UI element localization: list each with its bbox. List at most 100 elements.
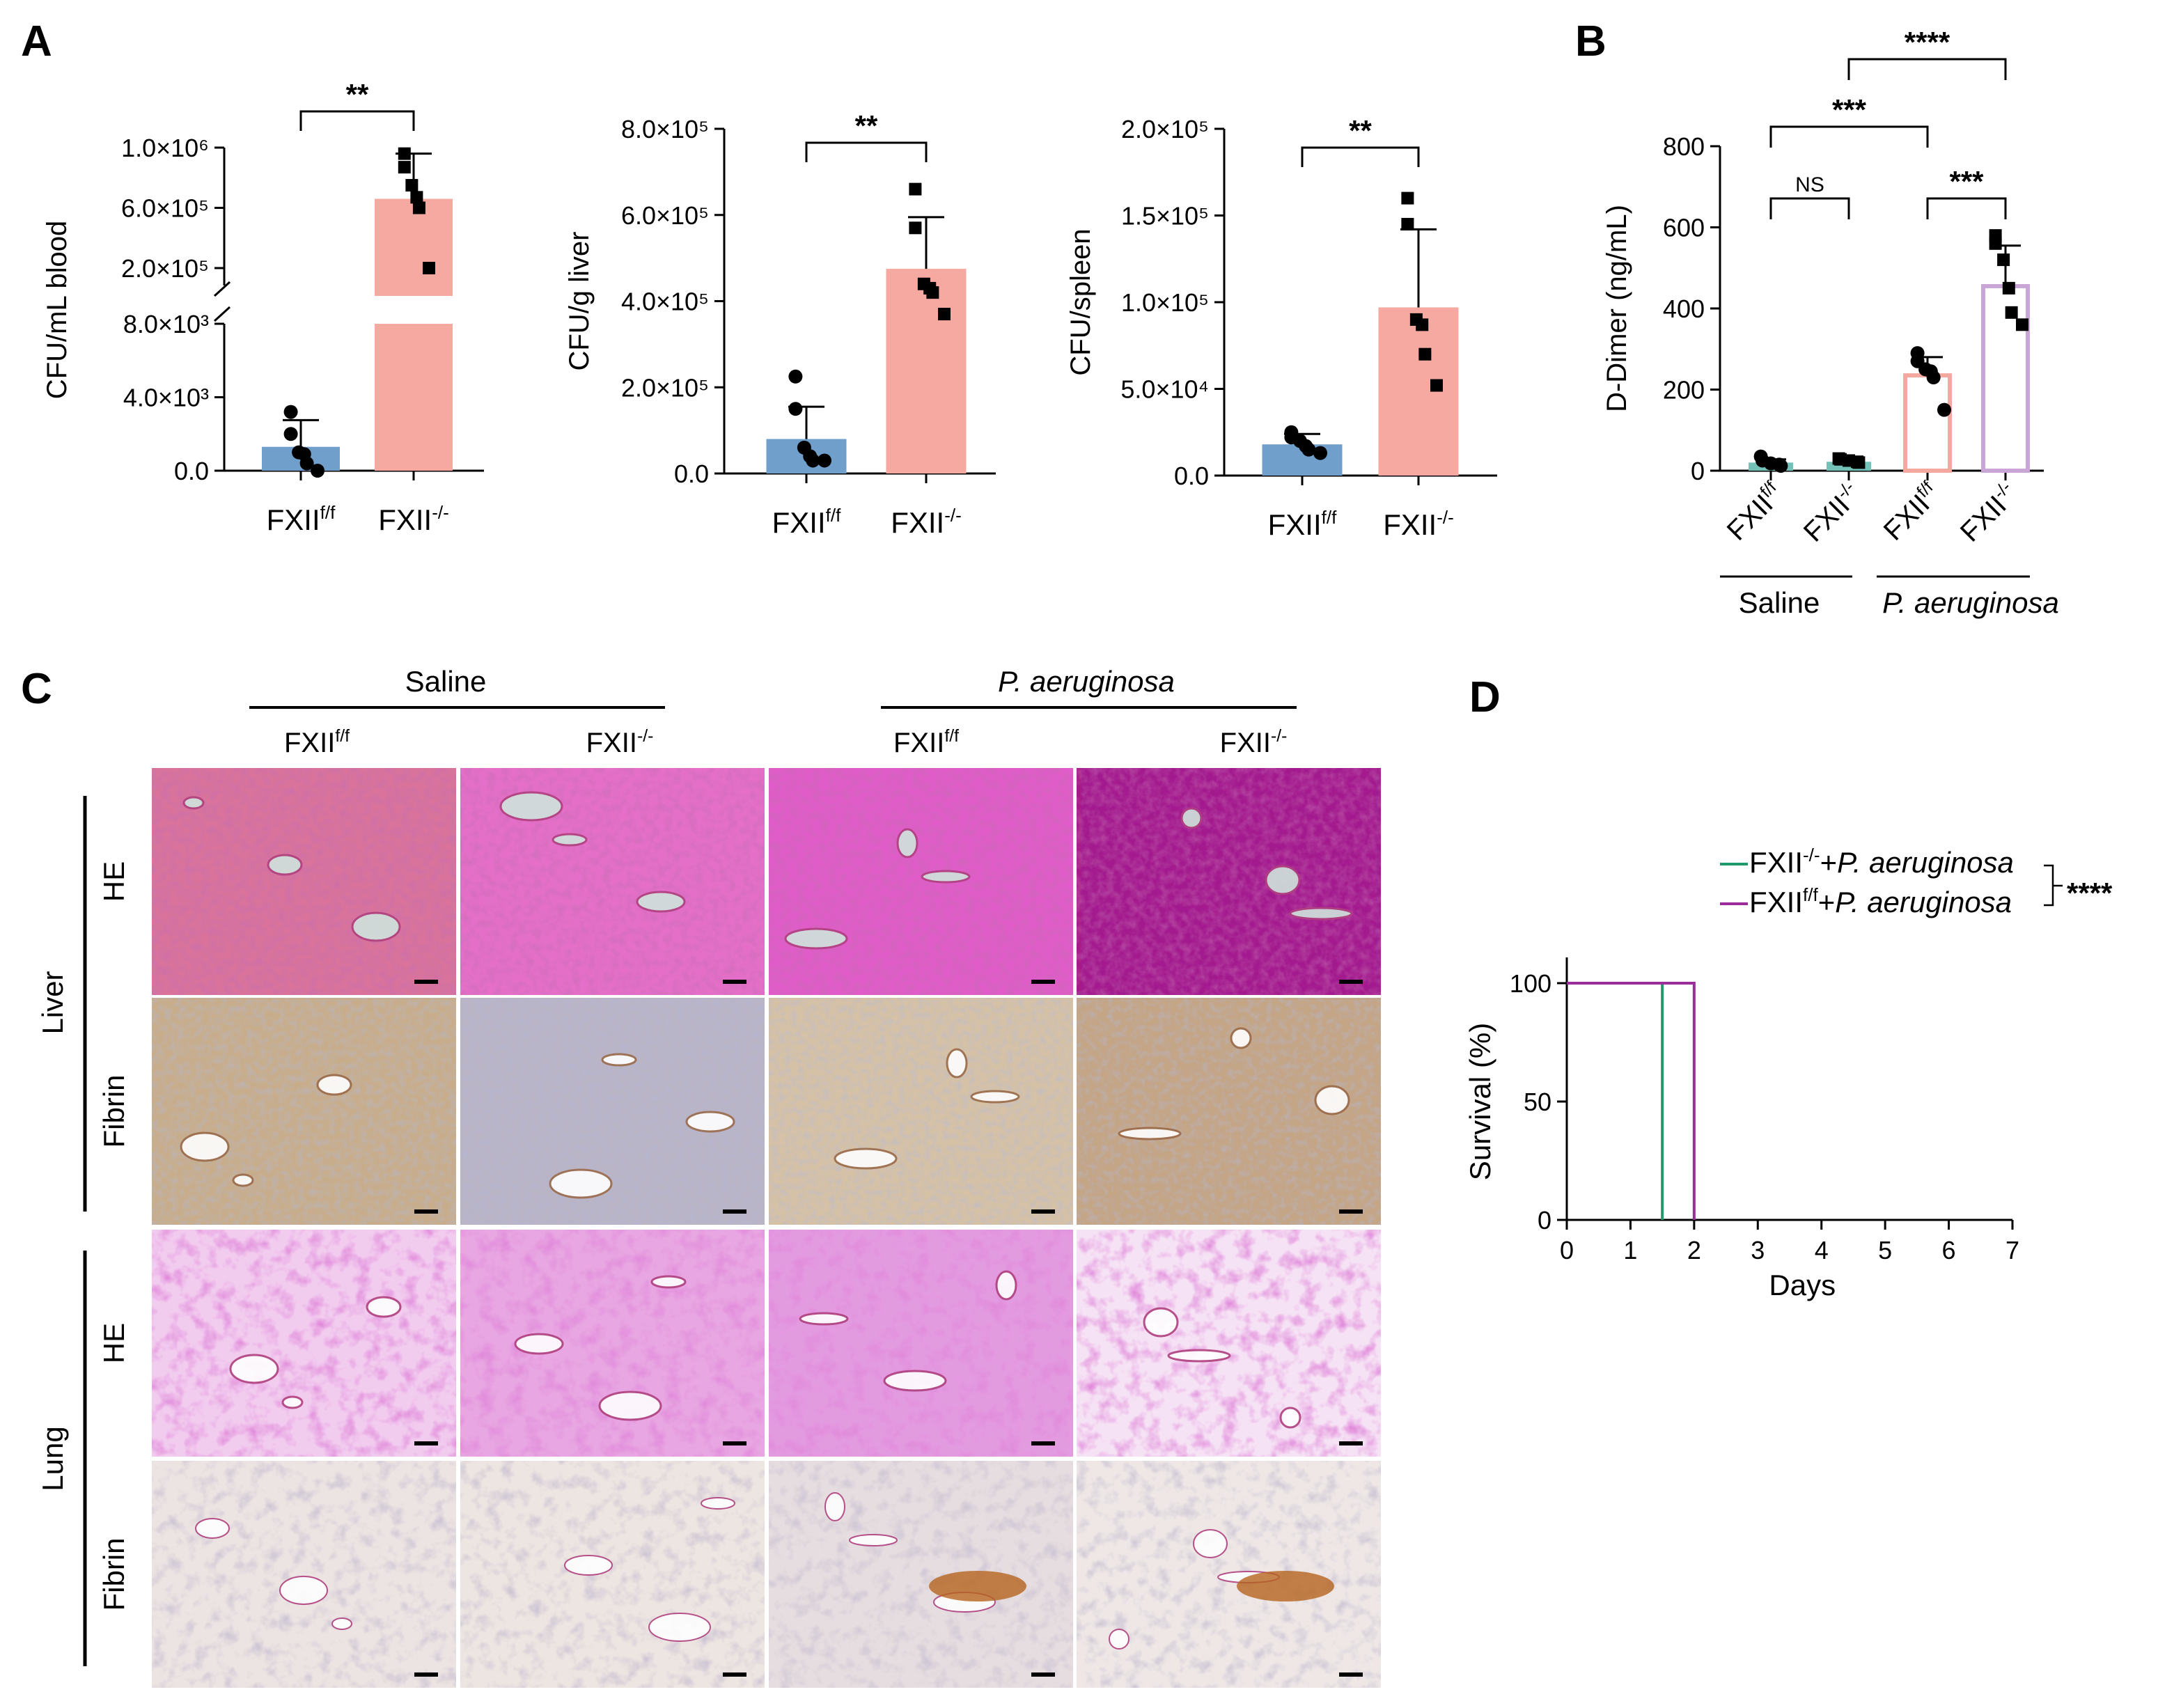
x-axis-title: Days	[1769, 1269, 1836, 1301]
y-axis-title: CFU/g liver	[564, 231, 595, 370]
data-point	[398, 147, 411, 160]
vessel-lumen	[1314, 1085, 1350, 1115]
data-point	[1401, 217, 1414, 230]
column-label-3: FXII-/-	[1220, 727, 1288, 758]
data-point	[398, 161, 411, 174]
data-point	[1301, 442, 1316, 457]
column-label-0: FXIIf/f	[284, 727, 350, 758]
histology-image-r0-c1	[460, 768, 765, 995]
data-point	[2005, 306, 2018, 319]
vessel-lumen	[1143, 1307, 1179, 1338]
chart-cfu-spleen: 0.0 5.0×10⁴ 1.0×10⁵ 1.5×10⁵ 2.0×10⁵ CFU/splee…	[1065, 114, 1497, 541]
data-point	[788, 369, 803, 384]
x-tick-label: 4	[1815, 1236, 1829, 1264]
comparison-ko-label: ****	[1905, 26, 1950, 58]
vessel-lumen	[784, 927, 848, 950]
y-axis-title: CFU/mL blood	[42, 221, 72, 399]
y-tick-label: 800	[1663, 132, 1705, 161]
histology-image-r0-c3	[1077, 768, 1381, 995]
comparison-ff-label: ***	[1832, 93, 1867, 126]
histology-image-r2-c1	[460, 1230, 765, 1457]
vessel-lumen	[598, 1390, 662, 1421]
y-axis-title: CFU/spleen	[1065, 228, 1096, 375]
scale-bar	[1031, 1441, 1055, 1445]
vessel-lumen	[685, 1111, 735, 1133]
scale-bar	[1339, 1441, 1363, 1445]
tissue-texture	[152, 998, 456, 1225]
vessel-lumen	[1279, 1407, 1301, 1429]
vessel-lumen	[896, 828, 918, 859]
vessel-lumen	[701, 1497, 735, 1510]
x-tick-label-3: FXII-/-	[1954, 478, 2024, 547]
survival-line-0	[1567, 982, 1664, 1220]
vessel-lumen	[1289, 907, 1353, 920]
histology-image-r1-c1	[460, 998, 765, 1225]
y-axis-title: D-Dimer (ng/mL)	[1602, 205, 1632, 412]
histology-image-r3-c1	[460, 1461, 765, 1688]
scale-bar	[723, 1672, 746, 1677]
significance-bracket-line	[1301, 146, 1420, 167]
vessel-lumen	[799, 1312, 849, 1326]
x-tick-label: 0	[1560, 1236, 1574, 1264]
y-tick-label: 4.0×10³	[123, 384, 209, 412]
bar-2	[1903, 373, 1952, 473]
data-point	[2002, 281, 2015, 295]
vessel-lumen	[351, 911, 401, 942]
y-tick-label: 4.0×10⁵	[621, 288, 709, 316]
comparison-ns-line	[1769, 197, 1850, 219]
y-tick-label: 1.5×10⁵	[1121, 202, 1209, 230]
x-tick-label-0: FXIIf/f	[1721, 478, 1790, 547]
group-label-saline: Saline	[405, 665, 487, 698]
tissue-texture	[1077, 768, 1381, 995]
vessel-lumen	[995, 1270, 1017, 1301]
x-tick-label-0: FXIIf/f	[267, 502, 336, 536]
x-tick-label: 3	[1751, 1236, 1765, 1264]
x-tick-label: 7	[2005, 1236, 2019, 1264]
scale-bar	[414, 1209, 438, 1214]
legend-bracket	[2044, 864, 2054, 907]
organ-label-liver: Liver	[36, 971, 69, 1034]
data-point	[1401, 191, 1414, 205]
vessel-lumen	[883, 1370, 947, 1392]
axis-break-mark	[213, 281, 231, 297]
data-point	[1416, 318, 1429, 331]
x-tick-label: 2	[1687, 1236, 1701, 1264]
y-tick-label: 8.0×10³	[123, 310, 209, 338]
vessel-lumen	[279, 1576, 328, 1605]
bar-1	[886, 269, 967, 473]
chart-cfu-liver: 0.0 2.0×10⁵ 4.0×10⁵ 6.0×10⁵ 8.0×10⁵ CFU/g liv…	[564, 109, 996, 539]
data-point	[1926, 370, 1941, 385]
data-point	[410, 191, 423, 204]
vessel-lumen	[650, 1275, 687, 1289]
comparison-pa-label: ***	[1949, 165, 1984, 198]
fibrin-deposit	[929, 1571, 1026, 1601]
tissue-texture	[769, 998, 1073, 1225]
x-tick-label-0: FXIIf/f	[1268, 507, 1337, 541]
scale-bar	[414, 1441, 438, 1445]
y-tick-label: 0.0	[1174, 462, 1209, 490]
vessel-lumen	[601, 1053, 637, 1067]
chart-cfu-blood: 0.0 4.0×10³ 8.0×10³ 2.0×10⁵ 6.0×10⁵ 1.0×10⁶ CF…	[42, 78, 484, 536]
scale-bar	[723, 980, 746, 984]
significance-bracket-line	[299, 110, 415, 131]
column-label-2: FXIIf/f	[893, 727, 959, 758]
group-label-pa: P. aeruginosa	[1882, 586, 2059, 619]
y-axis-title: Survival (%)	[1464, 1023, 1496, 1180]
data-point	[909, 182, 922, 196]
scale-bar	[414, 1672, 438, 1677]
data-point	[1997, 253, 2010, 267]
vessel-lumen	[1230, 1027, 1252, 1049]
scale-bar	[723, 1441, 746, 1445]
vessel-lumen	[549, 1168, 613, 1199]
panel-label-d: D	[1469, 673, 1501, 721]
data-point	[2016, 318, 2028, 331]
vessel-lumen	[849, 1534, 898, 1546]
vessel-lumen	[564, 1555, 613, 1576]
data-point	[1852, 456, 1866, 469]
y-tick-label: 6.0×10⁵	[621, 201, 709, 230]
data-point	[299, 456, 314, 471]
scale-bar	[1031, 1672, 1055, 1677]
histology-image-r0-c2	[769, 768, 1073, 995]
histology-image-r1-c2	[769, 998, 1073, 1225]
histology-image-r1-c0	[152, 998, 456, 1225]
